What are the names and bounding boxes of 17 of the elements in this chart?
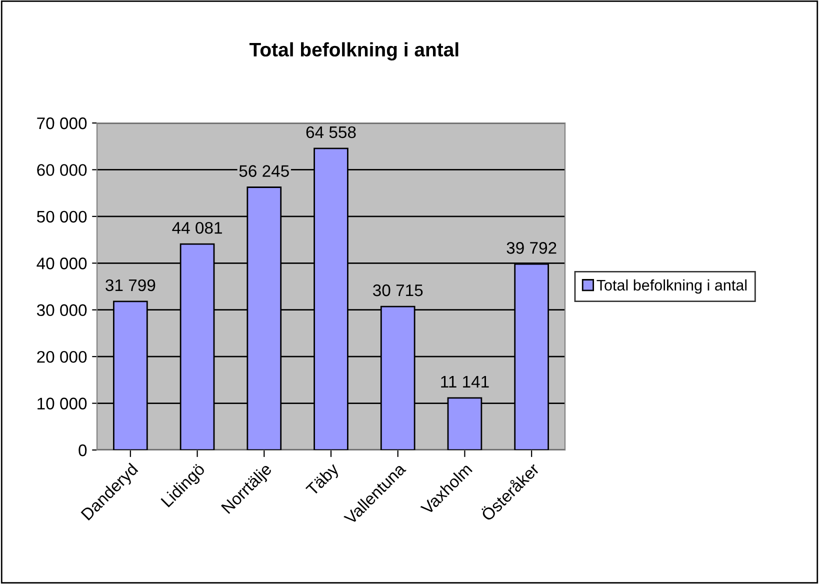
data-label: 31 799 xyxy=(106,279,156,292)
y-tick-label: 20 000 xyxy=(37,350,87,363)
data-label: 39 792 xyxy=(506,242,556,254)
data-label: 30 715 xyxy=(373,284,423,296)
data-label: 11 141 xyxy=(441,376,489,388)
y-tick-label: 30 000 xyxy=(36,304,87,316)
y-tick-label: 50 000 xyxy=(36,210,87,223)
data-label: 44 081 xyxy=(172,222,222,234)
data-label: 64 558 xyxy=(306,126,356,138)
y-tick-label: 60 000 xyxy=(37,164,87,176)
y-tick-label: 10 000 xyxy=(38,398,87,410)
y-tick-label: 70 000 xyxy=(37,117,87,130)
y-tick-label: 0 xyxy=(78,444,87,456)
y-tick-label: 40 000 xyxy=(36,258,87,270)
legend-label: Total befolkning i antal xyxy=(596,279,747,294)
data-label: 56 245 xyxy=(239,165,289,177)
chart-title: Total befolkning i antal xyxy=(249,42,458,60)
